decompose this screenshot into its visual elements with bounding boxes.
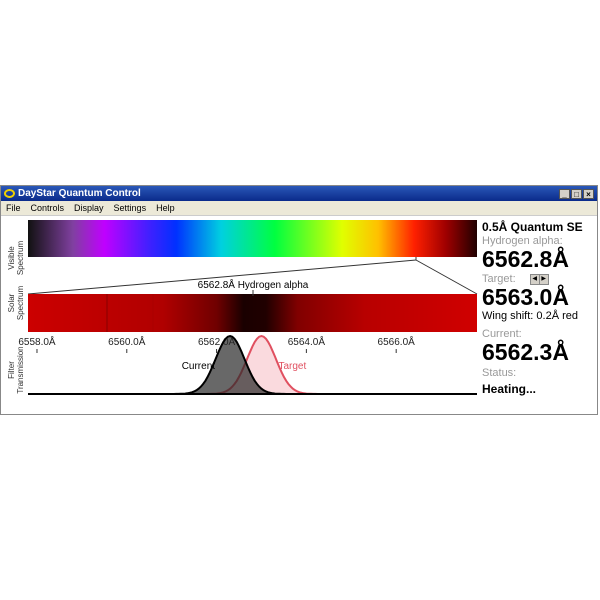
minimize-button[interactable]: _ — [559, 188, 570, 199]
current-label: Current: — [482, 328, 522, 340]
menu-help[interactable]: Help — [156, 203, 175, 213]
line-value: 6562.8Å — [482, 246, 569, 272]
visible-spectrum-bar[interactable] — [28, 220, 477, 257]
menu-bar: File Controls Display Settings Help — [1, 201, 597, 216]
line-label: Hydrogen alpha: — [482, 235, 563, 247]
title-bar[interactable]: DayStar Quantum Control _ □ × — [1, 186, 597, 201]
current-value: 6562.3Å — [482, 339, 569, 365]
menu-file[interactable]: File — [6, 203, 21, 213]
target-label: Target: — [482, 273, 516, 285]
maximize-button[interactable]: □ — [571, 188, 582, 199]
increase-target-button[interactable]: ▶ — [538, 274, 548, 284]
spectrum-display: 6562.8Å Hydrogen alpha 6558.0Å 6560.0Å 656… — [18, 220, 478, 395]
status-panel: 0.5Å Quantum SE Hydrogen alpha: 6562.8Å … — [482, 219, 599, 396]
target-stepper[interactable]: ◀ ▶ — [529, 273, 549, 285]
solar-spectrum-bar[interactable] — [28, 294, 477, 332]
tick-label: 6558.0Å — [18, 335, 56, 348]
zoom-line-right — [415, 259, 478, 295]
tick-label: 6566.0Å — [378, 335, 416, 348]
zoom-line-left — [27, 259, 417, 295]
status-label: Status: — [482, 367, 517, 379]
decrease-target-button[interactable]: ◀ — [530, 274, 539, 284]
menu-controls[interactable]: Controls — [30, 203, 65, 213]
wing-shift: Wing shift: 0.2Å red — [482, 310, 578, 322]
tick-label: 6560.0Å — [108, 335, 146, 348]
menu-settings[interactable]: Settings — [113, 203, 147, 213]
app-window: DayStar Quantum Control _ □ × File Contr… — [0, 185, 598, 415]
target-value: 6563.0Å — [482, 284, 569, 310]
tick-label: 6564.0Å — [288, 335, 326, 348]
status-value: Heating... — [482, 382, 537, 396]
daystar-logo-icon — [4, 189, 15, 198]
window-title: DayStar Quantum Control — [18, 188, 141, 199]
target-curve-label: Target — [278, 361, 306, 372]
menu-display[interactable]: Display — [74, 203, 104, 213]
zoom-label: 6562.8Å Hydrogen alpha — [198, 278, 309, 291]
close-button[interactable]: × — [583, 188, 594, 199]
current-curve-label: Current — [182, 361, 216, 372]
model-name: 0.5Å Quantum SE — [482, 220, 583, 234]
target-row: Target: ◀ ▶ — [482, 273, 599, 285]
